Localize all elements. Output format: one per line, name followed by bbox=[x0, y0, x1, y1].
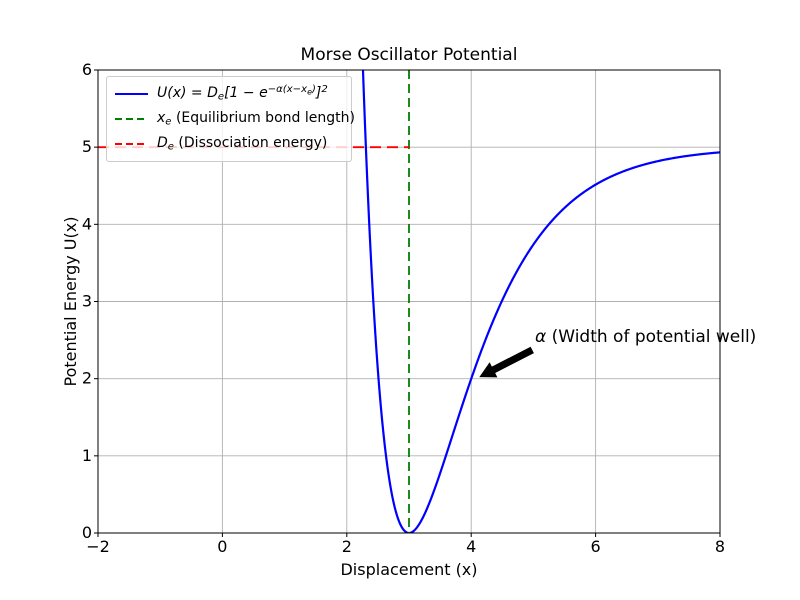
legend-label-segment: e bbox=[165, 116, 172, 128]
legend-dashed-line-sample bbox=[115, 118, 148, 120]
y-tick-label: 5 bbox=[82, 137, 92, 156]
annotation-text-segment: (Width of potential well) bbox=[546, 327, 757, 347]
chart-title: Morse Oscillator Potential bbox=[301, 45, 518, 65]
legend-label-segment: e bbox=[167, 141, 174, 153]
legend-label-segment: ] bbox=[315, 85, 322, 102]
legend-label-segment: e bbox=[217, 91, 225, 103]
x-tick-label: 2 bbox=[342, 537, 352, 556]
annotation-text-segment: α bbox=[535, 327, 547, 347]
legend-dashed-line-sample bbox=[115, 143, 148, 145]
legend-label-segment: x bbox=[157, 109, 166, 126]
x-tick-label: −2 bbox=[86, 537, 110, 556]
y-tick-label: 6 bbox=[82, 60, 92, 79]
x-axis-label: Displacement (x) bbox=[340, 560, 477, 579]
legend-item: xe (Equilibrium bond length) bbox=[115, 107, 355, 131]
legend-label-segment: 2 bbox=[321, 84, 328, 96]
y-tick-label: 2 bbox=[82, 369, 92, 388]
x-tick-label: 0 bbox=[217, 537, 227, 556]
legend-label-segment: [1 − e bbox=[224, 85, 268, 102]
y-axis-label: Potential Energy U(x) bbox=[61, 217, 80, 387]
y-tick-label: 4 bbox=[82, 214, 92, 233]
legend-solid-line-sample bbox=[115, 93, 148, 95]
legend-label-segment: (Dissociation energy) bbox=[173, 134, 328, 151]
legend-label-segment: (Equilibrium bond length) bbox=[171, 109, 355, 126]
annotation-text: α (Width of potential well) bbox=[535, 327, 757, 348]
legend-label-segment: D bbox=[157, 134, 168, 151]
y-tick-label: 0 bbox=[82, 523, 92, 542]
y-tick-label: 3 bbox=[82, 292, 92, 311]
morse-potential-curve bbox=[361, 70, 720, 533]
legend-label-segment: ) bbox=[311, 84, 316, 96]
y-tick-label: 1 bbox=[82, 446, 92, 465]
x-tick-label: 4 bbox=[466, 537, 476, 556]
annotation-arrow bbox=[479, 346, 534, 378]
legend-item: De (Dissociation energy) bbox=[115, 132, 343, 156]
legend-item-label: De (Dissociation energy) bbox=[157, 136, 327, 153]
legend-item-label: xe (Equilibrium bond length) bbox=[157, 111, 355, 128]
legend: U(x) = De[1 − e−α(x−xe)]2 xe (Equilibrium… bbox=[106, 76, 355, 162]
legend-label-segment: U(x) = D bbox=[157, 85, 218, 102]
x-tick-label: 8 bbox=[715, 537, 725, 556]
legend-item: U(x) = De[1 − e−α(x−xe)]2 bbox=[115, 82, 343, 106]
legend-item-label: U(x) = De[1 − e−α(x−xe)]2 bbox=[157, 85, 328, 103]
x-tick-label: 6 bbox=[591, 537, 601, 556]
legend-label-segment: e bbox=[307, 87, 312, 97]
legend-label-segment: −α(x−x bbox=[267, 84, 308, 96]
